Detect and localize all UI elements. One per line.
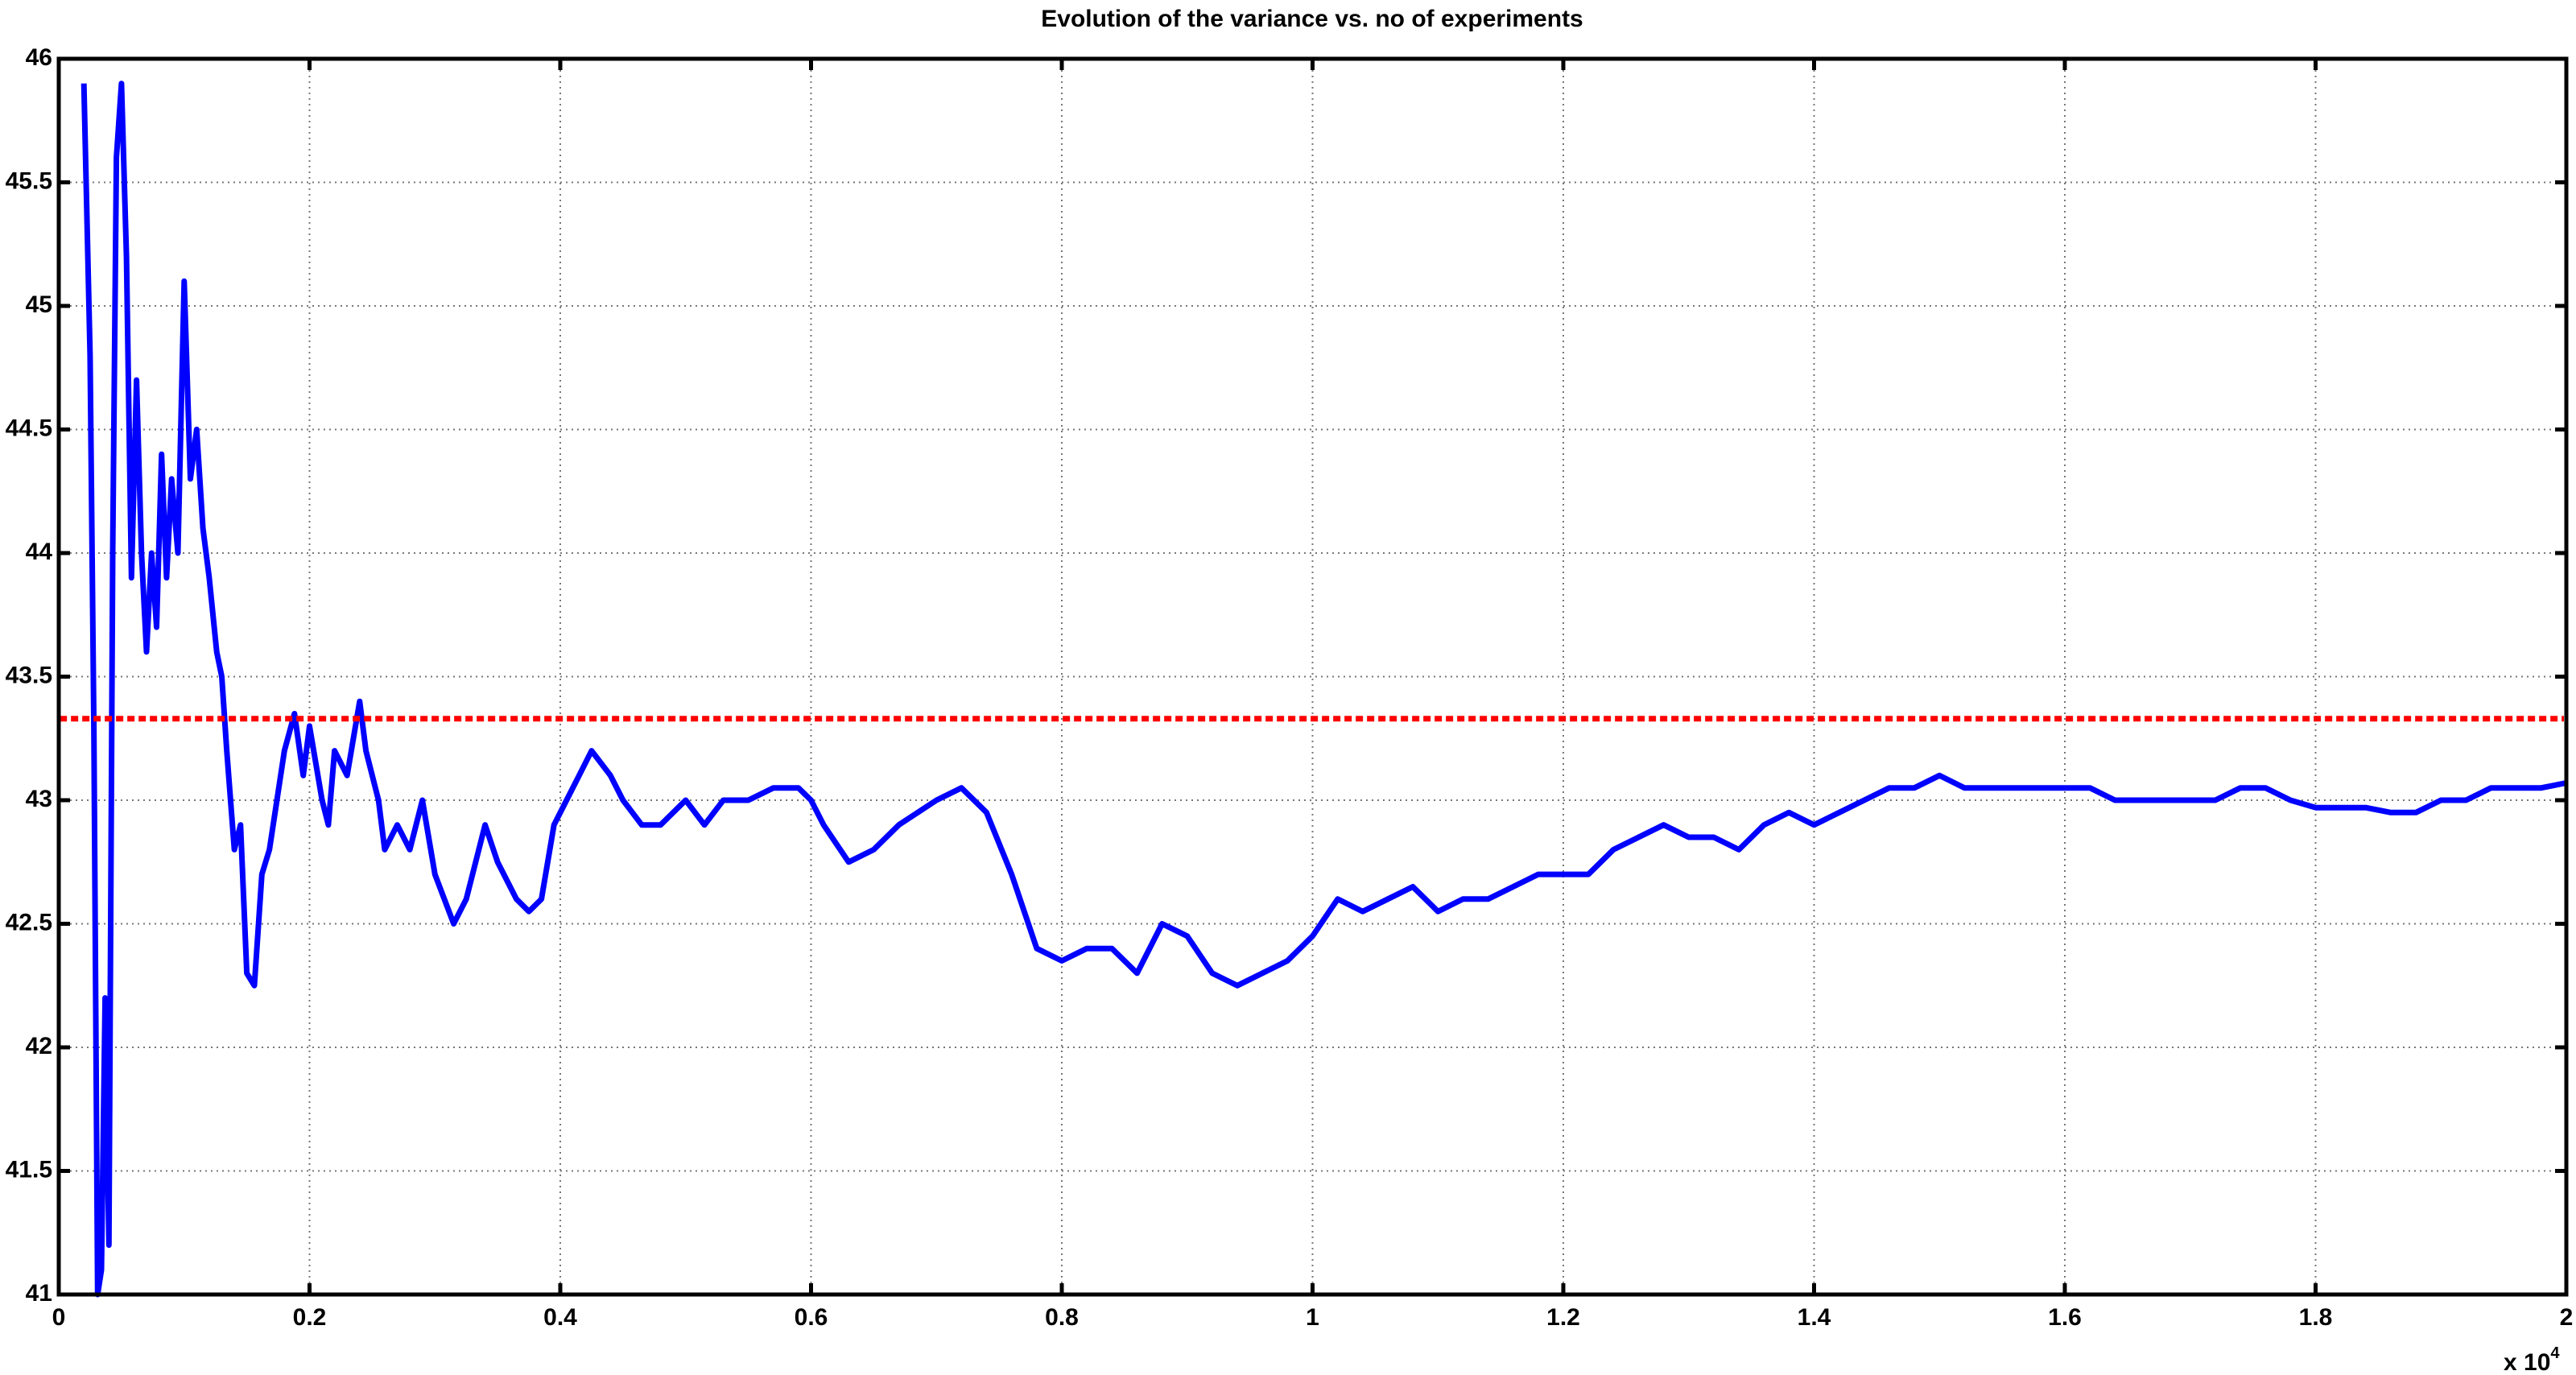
y-tick-label: 44 [26,539,53,565]
x-tick-label: 0.2 [293,1304,327,1331]
y-tick-label: 42.5 [6,909,52,935]
x-tick-label: 1.8 [2299,1304,2333,1331]
chart-title: Evolution of the variance vs. no of expe… [1041,6,1583,32]
x-tick-label: 0 [52,1304,66,1331]
y-tick-label: 45.5 [6,167,52,194]
data-line [80,81,2567,1298]
axes-box [56,56,2569,1297]
y-tick-label: 46 [26,44,52,71]
y-tick-label: 44.5 [6,415,52,441]
y-tick-label: 41 [26,1280,52,1307]
x-tick-label: 0.6 [795,1304,828,1331]
y-tick-label: 41.5 [6,1156,52,1183]
y-tick-label: 45 [26,291,52,318]
x-tick-label: 0.4 [543,1304,577,1331]
y-tick-label: 43.5 [6,662,52,688]
y-tick-label: 43 [26,786,52,812]
x-tick-label: 1 [1306,1304,1319,1331]
x-tick-label: 1.4 [1798,1304,1831,1331]
x-multiplier-base: x 10 [2504,1349,2550,1375]
x-tick-label: 1.2 [1546,1304,1580,1331]
x-tick-label: 2 [2560,1304,2574,1331]
x-multiplier: x 104 [2504,1344,2560,1375]
x-multiplier-exponent: 4 [2550,1344,2560,1362]
y-tick-label: 42 [26,1033,52,1059]
x-tick-label: 1.6 [2048,1304,2082,1331]
x-tick-label: 0.8 [1045,1304,1079,1331]
